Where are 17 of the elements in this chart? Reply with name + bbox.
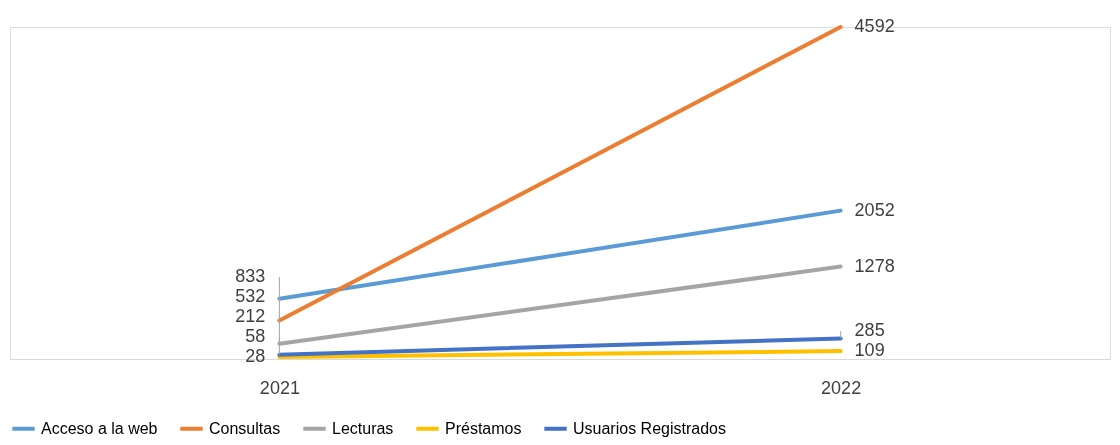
data-label: 285: [854, 320, 885, 341]
legend-label: Acceso a la web: [41, 419, 158, 437]
data-label: 58: [245, 325, 266, 346]
data-label: 109: [854, 340, 885, 361]
data-label: 532: [235, 285, 266, 306]
x-tick-label: 2021: [259, 377, 300, 398]
data-label: 28: [245, 345, 266, 366]
data-label: 2052: [854, 199, 895, 220]
data-label: 833: [235, 265, 266, 286]
data-label: 212: [235, 305, 266, 326]
data-label: 4592: [854, 16, 895, 36]
data-label: 1278: [854, 255, 895, 276]
legend-label: Préstamos: [445, 419, 522, 437]
x-tick-label: 2022: [821, 377, 862, 398]
legend-label: Consultas: [209, 419, 281, 437]
legend-label: Lecturas: [332, 419, 394, 437]
legend-label: Usuarios Registrados: [573, 419, 726, 437]
